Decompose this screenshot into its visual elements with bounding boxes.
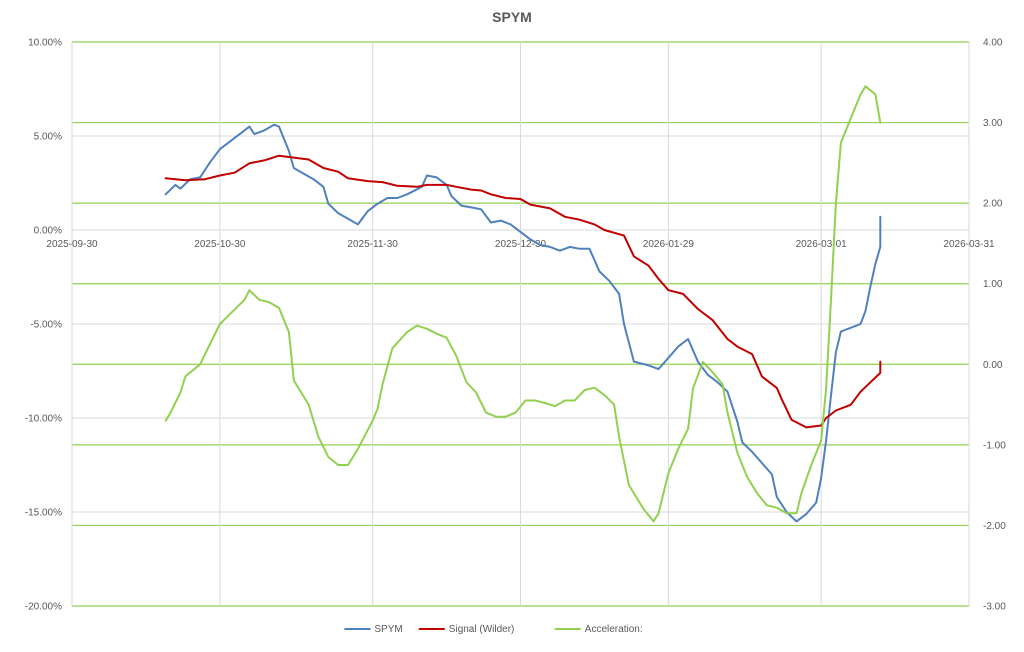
plot-series [164,85,882,523]
series-line-2 [164,85,882,523]
y-left-tick-label: -20.00% [25,602,62,613]
x-tick-label: 2025-09-30 [46,239,98,250]
legend-label: Acceleration: [585,624,643,635]
y-right-tick-label: -3.00 [983,602,1006,613]
grid [71,41,970,607]
x-tick-label: 2026-01-29 [643,239,695,250]
y-right-tick-label: 2.00 [983,199,1003,210]
y-left-tick-label: 0.00% [34,226,62,237]
y-right-tick-label: 4.00 [983,38,1003,49]
y-left-tick-label: -15.00% [25,508,62,519]
y-left-tick-label: -10.00% [25,414,62,425]
y-left-tick-label: 10.00% [28,38,62,49]
y-right-tick-label: -2.00 [983,521,1006,532]
series-line-0 [164,123,882,523]
chart-title: SPYM [492,9,532,25]
x-tick-label: 2025-12-30 [495,239,547,250]
legend: SPYM Signal (Wilder) Acceleration: [344,624,643,635]
x-tick-label: 2026-03-31 [943,239,995,250]
y-left-tick-label: 5.00% [34,132,62,143]
y-left-tick-label: -5.00% [30,320,62,331]
y-right-tick-label: 0.00 [983,360,1003,371]
x-tick-label: 2026-03-01 [796,239,848,250]
legend-label: Signal (Wilder) [449,624,515,635]
axes: 10.00% 5.00% 0.00% -5.00% -10.00% -15.00% -20.… [25,38,1006,613]
y-right-tick-label: 1.00 [983,279,1003,290]
legend-label: SPYM [374,624,402,635]
y-right-tick-label: -1.00 [983,440,1006,451]
series-line-1 [164,154,882,429]
y-right-tick-label: 3.00 [983,118,1003,129]
x-tick-label: 2025-11-30 [347,239,398,250]
x-tick-label: 2025-10-30 [194,239,246,250]
